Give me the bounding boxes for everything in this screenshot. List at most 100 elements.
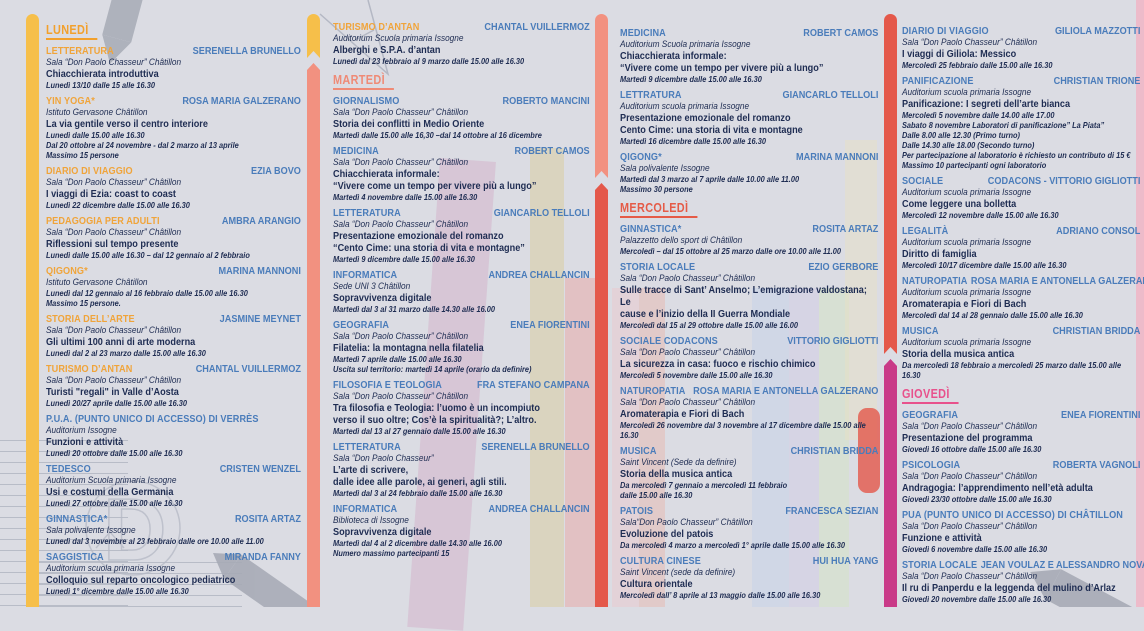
event-schedule: Martedì dal 4 al 2 dicembre dalle 14.30 …: [333, 538, 502, 548]
event-schedule: Da mercoledì 4 marzo a mercoledì 1° apri…: [620, 540, 845, 550]
event-heading-row: GIORNALISMO ROBERTO MANCINI: [333, 95, 590, 107]
event-heading-row: TEDESCO CRISTEN WENZEL: [46, 463, 301, 475]
logo-watermark: D: [85, 479, 181, 580]
event-entry: DIARIO DI VIAGGIO GILIOLA MAZZOTTI Sala “D…: [902, 25, 1140, 70]
event-schedule: Mercoledì 10/17 dicembre dalle 15.00 all…: [902, 260, 1067, 270]
column-monday: LUNEDÌ LETTERATURA SERENELLA BRUNELLO Sala …: [46, 21, 301, 601]
event-presenter: ROSA MARIA GALZERANO: [182, 95, 301, 107]
event-venue: Palazzetto dello sport di Châtillon: [620, 235, 743, 246]
event-category: SAGGISTICA: [46, 551, 104, 563]
event-category: QIGONG*: [46, 265, 88, 277]
event-presenter: FRANCESCA SEZIAN: [785, 505, 879, 517]
event-title: Riflessioni sul tempo presente: [46, 238, 179, 250]
event-heading-row: GINNASTICA* ROSITA ARTAZ: [46, 513, 301, 525]
event-heading-row: INFORMATICA ANDREA CHALLANCIN: [333, 269, 590, 281]
event-heading-row: QIGONG* MARINA MANNONI: [620, 151, 878, 163]
column-tuesday-wednesday: MEDICINA ROBERT CAMOS Auditorium Scuola pr…: [620, 27, 878, 605]
event-category: GEOGRAFIA: [902, 409, 959, 421]
event-title: verso il suo oltre; Cos’è la spiritualit…: [333, 414, 537, 426]
event-category: MEDICINA: [620, 27, 666, 39]
event-category: PATOIS: [620, 505, 654, 517]
event-title: Evoluzione del patois: [620, 528, 714, 540]
event-entry: QIGONG* MARINA MANNONI Istituto Gervasone …: [46, 265, 301, 308]
event-schedule: Lunedì dal 12 gennaio al 16 febbraio dal…: [46, 288, 248, 298]
event-venue: Sede UNI 3 Châtillon: [333, 281, 411, 292]
event-entry: TURISMO D’ANTAN CHANTAL VUILLERMOZ Auditor…: [333, 21, 590, 66]
event-presenter: EZIO GERBORE: [808, 261, 879, 273]
event-venue: Sala “Don Paolo Chasseur” Châtillon: [46, 325, 182, 336]
event-entry: DIARIO DI VIAGGIO EZIA BOVO Sala “Don Paol…: [46, 165, 301, 210]
event-schedule: Giovedì 23/30 ottobre dalle 15.00 alle 1…: [902, 494, 1052, 504]
event-venue: Sala “Don Paolo Chasseur” Châtillon: [902, 421, 1038, 432]
event-schedule: Lunedì dal 2 al 23 marzo dalle 15.00 all…: [46, 348, 206, 358]
event-venue: Sala “Don Paolo Chasseur” Châtillon: [333, 391, 469, 402]
event-category: SOCIALE CODACONS: [620, 335, 718, 347]
event-venue: Auditorium scuola primaria Issogne: [902, 287, 1032, 298]
event-presenter: CHANTAL VUILLERMOZ: [195, 363, 301, 375]
event-category: STORIA DELL’ARTE: [46, 313, 135, 325]
event-title: “Vivere come un tempo per vivere più a l…: [333, 180, 537, 192]
event-heading-row: MUSICA CHRISTIAN BRIDDA: [620, 445, 878, 457]
day-bar-tuesday: [307, 63, 320, 607]
event-title: Storia della musica antica: [902, 348, 1015, 360]
event-entry: PSICOLOGIA ROBERTA VAGNOLI Sala “Don Paolo…: [902, 459, 1140, 504]
event-schedule: Lunedì dal 3 novembre al 23 febbraio dal…: [46, 536, 264, 546]
event-venue: Biblioteca di Issogne: [333, 515, 409, 526]
event-title: Il ru di Panperdu e la leggenda del muli…: [902, 582, 1116, 594]
event-presenter: CODACONS - VITTORIO GIGLIOTTI: [987, 175, 1141, 187]
svg-text:D: D: [103, 480, 167, 579]
day-header: LUNEDÌ: [46, 23, 98, 40]
event-venue: Sala “Don Paolo Chasseur” Châtillon: [620, 347, 756, 358]
event-venue: Auditorium Scuola primaria Issogne: [333, 33, 464, 44]
event-category: TURISMO D’ANTAN: [46, 363, 133, 375]
event-venue: Sala polivalente Issogne: [46, 525, 136, 536]
event-entry: P.U.A. (PUNTO UNICO DI ACCESSO) DI VERRÈ…: [46, 413, 301, 458]
event-title: Gli ultimi 100 anni di arte moderna: [46, 336, 196, 348]
event-entry: NATUROPATIA ROSA MARIA E ANTONELLA GALZER…: [902, 275, 1144, 320]
crayon-stripe: [845, 140, 877, 440]
event-schedule: Lunedì dal 23 febbraio al 9 marzo dalle …: [333, 56, 525, 66]
event-title: Chiacchierata informale:: [620, 50, 727, 62]
event-title: Presentazione del programma: [902, 432, 1033, 444]
event-schedule: Martedì 9 dicembre dalle 15.00 alle 16.3…: [333, 254, 475, 264]
event-schedule: Per partecipazione al laboratorio è rich…: [902, 150, 1131, 160]
event-category: GIORNALISMO: [333, 95, 400, 107]
event-heading-row: CULTURA CINESE HUI HUA YANG: [620, 555, 878, 567]
event-venue: Sala “Don Paolo Chasseur” Châtillon: [333, 331, 469, 342]
event-heading-row: PUA (PUNTO UNICO DI ACCESSO) DI CHÂTILLO…: [902, 509, 1140, 521]
event-schedule: Lunedì 27 ottobre dalle 15.00 alle 16.30: [46, 498, 183, 508]
event-entry: PUA (PUNTO UNICO DI ACCESSO) DI CHÂTILLO…: [902, 509, 1140, 554]
event-title: L’arte di scrivere,: [333, 464, 409, 476]
event-heading-row: GEOGRAFIA ENEA FIORENTINI: [333, 319, 590, 331]
event-title: Alberghi e S.P.A. d’antan: [333, 44, 441, 56]
event-category: SOCIALE: [902, 175, 944, 187]
event-presenter: ROBERTO MANCINI: [502, 95, 590, 107]
event-presenter: GIANCARLO TELLOLI: [782, 89, 879, 101]
event-heading-row: LETTRATURA GIANCARLO TELLOLI: [620, 89, 878, 101]
pencil-decorations: D: [85, 0, 1144, 607]
event-schedule: Martedì dal 3 marzo al 7 aprile dalle 10…: [620, 174, 800, 184]
event-presenter: EZIA BOVO: [250, 165, 301, 177]
event-presenter: HUI HUA YANG: [812, 555, 879, 567]
column-monday-tuesday: TURISMO D’ANTAN CHANTAL VUILLERMOZ Auditor…: [333, 21, 590, 563]
event-schedule: Giovedì 20 novembre dalle 15.00 alle 16.…: [902, 594, 1052, 604]
event-title: dalle idee alle parole, ai generi, agli …: [333, 476, 507, 488]
event-entry: MEDICINA ROBERT CAMOS Sala “Don Paolo Chas…: [333, 145, 590, 202]
event-title: Sopravvivenza digitale: [333, 526, 432, 538]
event-schedule: Martedì dal 3 al 24 febbraio dalle 15.00…: [333, 488, 503, 498]
event-category: NATUROPATIA: [902, 275, 968, 287]
event-presenter: AMBRA ARANGIO: [221, 215, 301, 227]
event-schedule: Massimo 15 persone.: [46, 298, 121, 308]
event-venue: Auditorium scuola primaria Issogne: [902, 337, 1032, 348]
pencil-icon: [102, 0, 166, 64]
event-title: I viaggi di Giliola: Messico: [902, 48, 1017, 60]
event-category: TEDESCO: [46, 463, 91, 475]
event-venue: Sala “Don Paolo Chasseur”: [333, 453, 434, 464]
lined-paper-decoration: [28, 552, 242, 607]
event-category: LETTRATURA: [620, 89, 682, 101]
event-schedule: Martedì 7 aprile dalle 15.00 alle 16.30: [333, 354, 462, 364]
crayon-stripe: [752, 288, 789, 607]
event-schedule: Giovedì 6 novembre dalle 15.00 alle 16.3…: [902, 544, 1048, 554]
event-heading-row: TURISMO D’ANTAN CHANTAL VUILLERMOZ: [333, 21, 590, 33]
